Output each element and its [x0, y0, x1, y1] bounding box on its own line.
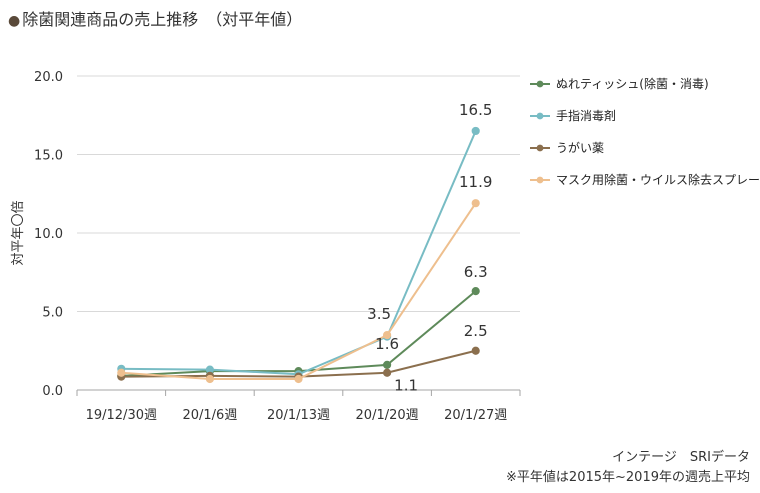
chart-title-text: 除菌関連商品の売上推移 （対平年値） — [22, 10, 303, 29]
x-tick-label: 20/1/6週 — [182, 408, 237, 423]
series-3 — [117, 199, 480, 384]
legend-item: うがい薬 — [530, 140, 604, 155]
legend-label: ぬれティッシュ(除菌・消毒) — [556, 76, 709, 91]
data-point — [117, 368, 126, 377]
data-label-layer: 16.5 11.9 6.3 2.5 3.5 1.6 1.1 — [367, 101, 492, 395]
legend-marker — [536, 112, 544, 120]
title-bullet-icon: ● — [8, 13, 21, 29]
data-label: 1.1 — [394, 377, 418, 395]
series-line — [121, 202, 477, 381]
data-point — [471, 199, 480, 208]
x-tick-label: 20/1/27週 — [444, 408, 507, 423]
data-point — [471, 126, 480, 136]
legend-marker — [536, 80, 544, 88]
data-label: 11.9 — [459, 173, 492, 191]
data-label: 1.6 — [375, 335, 399, 353]
y-tick-label: 15.0 — [34, 149, 63, 164]
legend-marker — [536, 144, 544, 152]
legend-label: マスク用除菌・ウイルス除去スプレー — [556, 172, 760, 187]
data-point — [294, 374, 303, 384]
data-label: 3.5 — [367, 305, 391, 323]
chart-title: ● 除菌関連商品の売上推移 （対平年値） — [8, 6, 302, 30]
source-note: インテージ SRIデータ — [612, 450, 750, 465]
legend-label: うがい薬 — [556, 140, 604, 155]
x-tick-label: 20/1/13週 — [267, 408, 330, 423]
legend-label: 手指消毒剤 — [556, 108, 616, 123]
data-point — [471, 286, 480, 296]
data-label: 2.5 — [464, 322, 488, 340]
x-tick-label: 20/1/20週 — [356, 408, 419, 423]
legend-item: マスク用除菌・ウイルス除去スプレー — [530, 172, 760, 187]
y-tick-label: 5.0 — [42, 306, 63, 321]
y-tick-label: 0.0 — [42, 384, 63, 399]
y-tick-label: 10.0 — [34, 227, 63, 242]
data-point — [383, 368, 392, 377]
grid-layer — [77, 75, 520, 312]
legend-item: 手指消毒剤 — [530, 108, 616, 123]
data-label: 6.3 — [464, 263, 488, 281]
axis-layer: 0.0 5.0 10.0 15.0 20.0 19/12/30週 20/1/6週 20/1/1… — [11, 70, 521, 423]
series-line — [121, 130, 477, 376]
data-point — [383, 360, 392, 369]
data-point — [205, 374, 214, 384]
y-tick-label: 20.0 — [34, 70, 63, 85]
series-0 — [117, 286, 480, 380]
legend-marker — [536, 176, 544, 184]
series-layer — [117, 126, 480, 384]
y-axis-title: 対平年〇倍 — [11, 200, 26, 265]
average-note: ※平年値は2015年~2019年の週売上平均 — [506, 470, 750, 485]
data-point — [471, 346, 480, 355]
series-1 — [117, 126, 480, 379]
x-tick-label: 19/12/30週 — [86, 408, 157, 423]
legend-item: ぬれティッシュ(除菌・消毒) — [530, 76, 709, 91]
data-point — [383, 330, 392, 340]
data-label: 16.5 — [459, 101, 492, 119]
